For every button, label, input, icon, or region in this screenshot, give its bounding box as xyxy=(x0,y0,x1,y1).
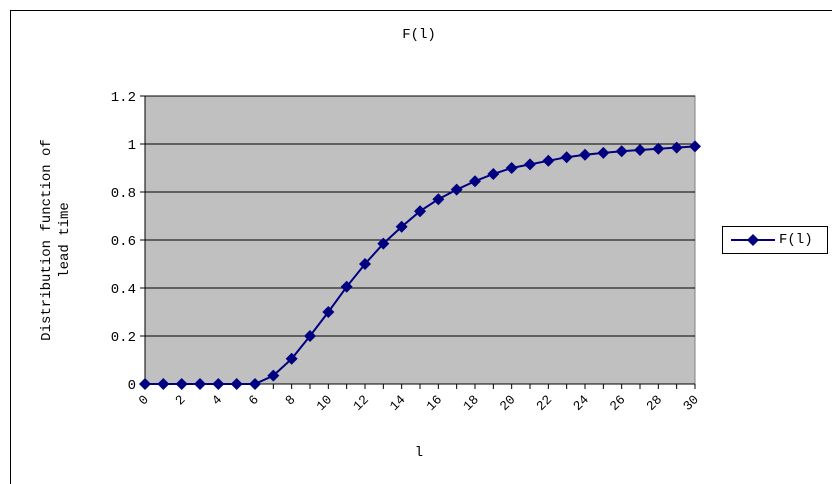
x-tick-label: 10 xyxy=(314,392,336,414)
data-point xyxy=(377,237,390,250)
data-point xyxy=(139,378,151,390)
x-tick-labels: 0 2 4 6 8 10 12 14 16 18 20 22 24 26 28 30 xyxy=(136,392,702,414)
data-point xyxy=(249,378,261,390)
gridlines xyxy=(145,95,695,337)
legend-marker-icon xyxy=(731,234,775,246)
y-tick-labels: 0 0.2 0.4 0.6 0.8 1 1.2 xyxy=(111,90,136,394)
x-tick-label: 6 xyxy=(246,392,262,408)
y-tick-label: 0.4 xyxy=(111,282,136,298)
data-point xyxy=(175,378,188,390)
y-axis-label-line: Distribution function of xyxy=(39,139,55,341)
x-tick-label: 14 xyxy=(387,392,409,414)
y-axis-label-line: lead time xyxy=(57,202,73,278)
data-point xyxy=(230,378,243,390)
y-tick-label: 0.8 xyxy=(111,186,136,202)
x-tick-label: 16 xyxy=(424,392,446,414)
y-tick-label: 1.2 xyxy=(111,90,136,106)
y-tick-label: 1 xyxy=(128,138,136,154)
data-point xyxy=(487,168,500,180)
data-point xyxy=(395,220,408,233)
data-point xyxy=(634,144,646,156)
data-point xyxy=(689,140,701,153)
data-point xyxy=(212,378,225,390)
legend: F(l) xyxy=(722,226,828,254)
x-tick-label: 20 xyxy=(497,392,519,414)
x-tick-label: 24 xyxy=(570,392,592,414)
y-tick-label: 0.2 xyxy=(111,330,136,346)
x-tick-label: 8 xyxy=(282,392,298,408)
data-point xyxy=(322,306,335,318)
data-point xyxy=(285,352,298,365)
x-tick-label: 22 xyxy=(534,392,556,414)
data-point xyxy=(194,378,206,390)
legend-label: F(l) xyxy=(779,232,813,248)
x-tick-label: 4 xyxy=(209,392,225,408)
data-point xyxy=(670,141,683,154)
x-tick-label: 12 xyxy=(350,392,372,414)
x-tick-label: 28 xyxy=(644,392,666,414)
data-point xyxy=(524,158,536,171)
data-point xyxy=(414,205,426,218)
data-point xyxy=(469,175,481,188)
x-axis-label: l xyxy=(415,445,423,461)
x-tick-label: 18 xyxy=(460,392,482,414)
data-point xyxy=(157,378,170,390)
x-tick-label: 30 xyxy=(680,392,702,414)
chart-title: F(l) xyxy=(402,27,436,43)
data-point xyxy=(359,258,371,270)
data-point xyxy=(304,330,316,342)
data-point xyxy=(267,369,280,382)
data-point xyxy=(652,142,665,155)
x-tick-label: 0 xyxy=(136,392,152,408)
y-tick-label: 0 xyxy=(128,378,136,394)
data-point xyxy=(615,145,628,158)
data-point xyxy=(542,154,555,167)
data-point xyxy=(340,280,353,293)
x-tick-label: 2 xyxy=(172,392,188,408)
y-tick-label: 0.6 xyxy=(111,234,136,250)
data-series xyxy=(139,140,701,390)
x-tick-label: 26 xyxy=(607,392,629,414)
data-point xyxy=(432,193,445,206)
y-axis-label-graphic: Distribution function of lead time xyxy=(39,139,73,341)
data-point xyxy=(450,183,463,196)
data-point xyxy=(505,162,518,174)
data-point xyxy=(579,148,591,161)
data-point xyxy=(597,146,610,159)
data-point xyxy=(560,151,573,164)
